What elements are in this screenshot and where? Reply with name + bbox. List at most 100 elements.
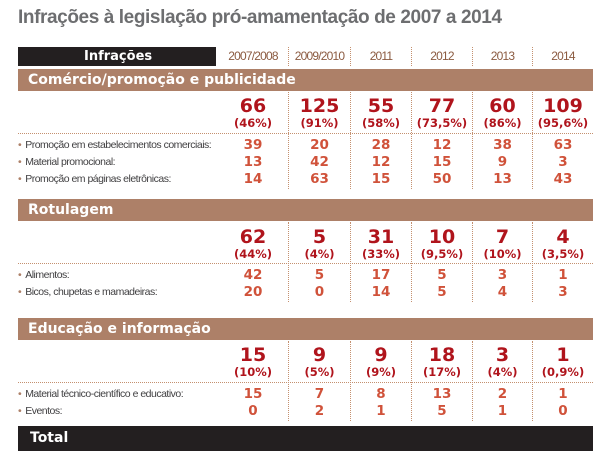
year-header: 2007/2008 [228,49,278,63]
item-value: 12 [371,154,391,170]
year-header: 2009/2010 [294,49,345,63]
item-value: 15 [243,386,263,402]
subtotal-value: 31 [367,226,395,248]
column-divider [472,222,473,302]
subtotal-percent: (17%) [422,365,462,379]
subtotal-value: 55 [367,95,395,117]
item-value: 5 [314,267,325,283]
subtotal-percent: (33%) [361,247,401,261]
column-divider [411,92,412,189]
subtotal-percent: (4%) [304,247,335,261]
total-label: Total [30,430,69,446]
subtotal-value: 109 [543,95,583,117]
subtotal-value: 9 [312,344,327,366]
subtotal-value: 77 [428,95,456,117]
item-value: 3 [497,267,508,283]
item-value: 5 [437,403,447,419]
item-value: 0 [248,403,258,419]
item-value: 2 [314,403,325,419]
subtotal-percent: (95,6%) [537,116,589,130]
row-divider [18,133,593,134]
page-title: Infrações à legislação pró-amamentação d… [18,7,502,28]
item-value: 0 [314,284,325,300]
item-value: 43 [553,171,573,187]
year-header: 2012 [430,49,454,63]
year-header: 2011 [369,49,393,63]
item-label: Alimentos: [18,267,70,283]
item-value: 1 [497,403,508,419]
item-value: 63 [553,137,573,153]
year-header: 2013 [490,49,515,63]
subtotal-value: 62 [239,226,267,248]
item-value: 0 [558,403,568,419]
item-value: 13 [493,171,512,187]
item-value: 13 [432,386,452,402]
subtotal-percent: (0,9%) [541,365,585,379]
column-divider [411,222,412,302]
item-value: 50 [432,171,452,187]
subtotal-value: 1 [556,344,570,366]
column-divider [288,341,289,421]
year-header: 2014 [551,49,575,63]
section-header: Educação e informação [18,318,593,340]
item-value: 1 [376,403,386,419]
item-value: 13 [243,154,263,170]
column-divider [350,341,351,421]
subtotal-percent: (9%) [365,365,397,379]
item-value: 12 [432,137,452,153]
subtotal-value: 60 [489,95,516,117]
item-value: 42 [310,154,329,170]
subtotal-value: 125 [299,95,340,117]
subtotal-value: 10 [428,226,456,248]
row-divider [18,382,593,383]
item-value: 3 [558,284,568,300]
subtotal-value: 66 [239,95,267,117]
item-value: 20 [243,284,263,300]
subtotal-value: 5 [312,226,327,248]
column-divider [532,47,533,66]
column-divider [350,222,351,302]
column-divider [472,341,473,421]
subtotal-percent: (5%) [304,365,335,379]
subtotal-percent: (86%) [483,116,522,130]
section-header: Rotulagem [18,199,593,221]
subtotal-value: 15 [239,344,267,366]
item-value: 15 [371,171,391,187]
item-value: 17 [371,267,391,283]
item-value: 38 [493,137,512,153]
subtotal-value: 3 [495,344,510,366]
item-label: Bicos, chupetas e mamadeiras: [18,284,158,300]
item-value: 2 [497,386,508,402]
subtotal-value: 4 [556,226,570,248]
subtotal-percent: (4%) [487,365,518,379]
total-row [18,426,593,451]
item-value: 63 [310,171,329,187]
item-value: 7 [314,386,325,402]
column-divider [411,341,412,421]
item-label: Eventos: [18,403,62,419]
item-value: 8 [376,386,386,402]
column-divider [350,47,351,66]
subtotal-value: 9 [374,344,388,366]
item-value: 1 [558,267,568,283]
row-divider [18,263,593,264]
subtotal-percent: (10%) [233,365,273,379]
subtotal-percent: (9,5%) [420,247,464,261]
item-value: 28 [371,137,391,153]
item-value: 20 [310,137,329,153]
header-infracoes: Infrações [18,47,216,66]
subtotal-percent: (44%) [233,247,273,261]
item-value: 4 [497,284,508,300]
item-value: 14 [243,171,263,187]
item-value: 3 [558,154,568,170]
item-label: Material técnico-científico e educativo: [18,386,184,402]
subtotal-percent: (73,5%) [416,116,468,130]
item-value: 39 [243,137,263,153]
column-divider [532,222,533,302]
subtotal-percent: (91%) [300,116,339,130]
column-divider [411,47,412,66]
column-divider [532,92,533,189]
subtotal-percent: (46%) [233,116,273,130]
item-value: 5 [437,284,447,300]
subtotal-value: 18 [428,344,456,366]
